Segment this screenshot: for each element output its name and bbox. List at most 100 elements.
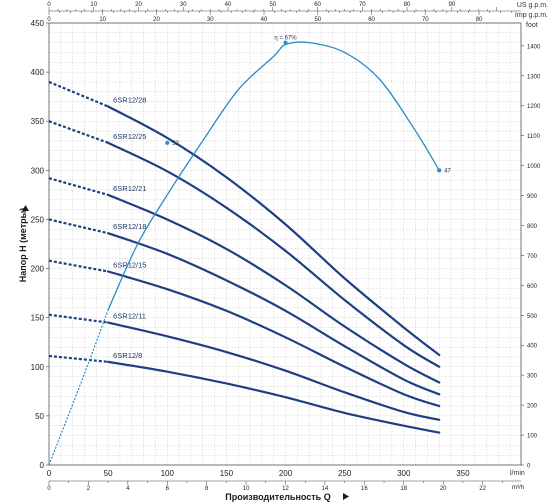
foot-tick-label: 600 bbox=[527, 284, 538, 290]
x-tick-label-lpm: 100 bbox=[161, 469, 175, 478]
pump-curve-dashed bbox=[48, 177, 109, 196]
pump-curve bbox=[107, 232, 441, 396]
x-tick-label-m3h: 22 bbox=[479, 486, 486, 492]
efficiency-layer: 52 47 η = 67% bbox=[48, 36, 452, 466]
x-tick-label-m3h: 2 bbox=[87, 486, 91, 492]
x-tick-label-usgpm: 60 bbox=[314, 2, 321, 8]
pump-curve bbox=[107, 141, 441, 368]
pump-curve-dashed bbox=[48, 354, 109, 363]
foot-tick-label: 300 bbox=[527, 374, 538, 380]
pump-curve-dashed bbox=[48, 120, 109, 144]
unit-impgpm: Imp g.p.m. bbox=[515, 12, 548, 19]
x-tick-label-lpm: 50 bbox=[104, 469, 113, 478]
x-tick-label-m3h: 8 bbox=[205, 486, 209, 492]
foot-tick-label: 200 bbox=[527, 404, 538, 410]
foot-tick-label: 100 bbox=[527, 434, 538, 440]
bottom-axes: 0 50 100 150 200 250 300 350 0 2 4 6 8 10 12 14 16 18 20 22 bbox=[47, 469, 521, 492]
efficiency-marker-label: 52 bbox=[172, 141, 179, 147]
pump-curve-label: 6SR12/15 bbox=[113, 261, 146, 270]
plot-frame bbox=[48, 22, 522, 466]
grid bbox=[49, 22, 521, 466]
x-tick-label-usgpm: 10 bbox=[90, 2, 97, 8]
x-tick-label-usgpm: 50 bbox=[269, 2, 276, 8]
pump-curve-label: 6SR12/18 bbox=[113, 222, 146, 231]
foot-tick-label: 1300 bbox=[527, 74, 541, 80]
x-tick-label-usgpm: 40 bbox=[225, 2, 232, 8]
efficiency-marker bbox=[437, 168, 442, 173]
x-tick-label-lpm: 350 bbox=[456, 469, 470, 478]
x-tick-label-m3h: 14 bbox=[322, 486, 329, 492]
x-tick-label-m3h: 16 bbox=[361, 486, 368, 492]
x-tick-label-lpm: 150 bbox=[220, 469, 234, 478]
y-tick-label: 450 bbox=[31, 19, 45, 28]
x-tick-label-impgpm: 40 bbox=[261, 17, 268, 23]
y-tick-label: 0 bbox=[40, 461, 45, 470]
x-tick-label-usgpm: 0 bbox=[47, 2, 51, 8]
x-tick-label-lpm: 250 bbox=[338, 469, 352, 478]
pump-curve bbox=[107, 270, 441, 408]
x-tick-label-usgpm: 90 bbox=[448, 2, 455, 8]
x-tick-label-impgpm: 10 bbox=[99, 17, 106, 23]
unit-usgpm: US g.p.m. bbox=[517, 2, 548, 9]
x-tick-label-impgpm: 50 bbox=[314, 17, 321, 23]
y-tick-label: 400 bbox=[31, 68, 45, 77]
pump-curve bbox=[107, 321, 441, 421]
left-axis-metres: 0 50 100 150 200 250 300 350 400 450 bbox=[31, 19, 49, 470]
efficiency-peak-label: η = 67% bbox=[274, 36, 297, 42]
x-tick-label-usgpm: 30 bbox=[180, 2, 187, 8]
pump-curve-label: 6SR12/28 bbox=[113, 95, 146, 104]
foot-tick-label: 500 bbox=[527, 314, 538, 320]
efficiency-marker bbox=[283, 40, 288, 45]
x-tick-label-impgpm: 60 bbox=[368, 17, 375, 23]
pump-curve bbox=[107, 360, 441, 434]
y-tick-label: 300 bbox=[31, 166, 45, 175]
foot-tick-label: 800 bbox=[527, 224, 538, 230]
x-axis-label: Производительность Q bbox=[225, 492, 330, 502]
efficiency-marker bbox=[165, 140, 170, 145]
x-tick-label-lpm: 0 bbox=[47, 469, 52, 478]
y-tick-label: 200 bbox=[31, 265, 45, 274]
pump-curve-label: 6SR12/25 bbox=[113, 132, 146, 141]
y-tick-label: 50 bbox=[35, 412, 44, 421]
y-axis-arrow-icon bbox=[22, 205, 29, 211]
pump-curve bbox=[107, 193, 441, 384]
x-axis-arrow-icon bbox=[343, 493, 349, 500]
efficiency-curve-dashed bbox=[48, 309, 109, 466]
unit-lpm: l/min bbox=[510, 470, 525, 477]
foot-tick-label: 1100 bbox=[527, 134, 541, 140]
foot-tick-label: 700 bbox=[527, 254, 538, 260]
foot-tick-label: 900 bbox=[527, 194, 538, 200]
foot-tick-label: 1200 bbox=[527, 104, 541, 110]
series-layer: 6SR12/28 6SR12/25 6SR12/21 6SR12/18 6SR12/15… bbox=[48, 80, 441, 434]
pump-curve-dashed bbox=[48, 80, 109, 108]
y-tick-label: 100 bbox=[31, 363, 45, 372]
x-tick-label-impgpm: 80 bbox=[476, 17, 483, 23]
x-tick-label-impgpm: 20 bbox=[153, 17, 160, 23]
foot-tick-label: 400 bbox=[527, 344, 538, 350]
top-axes: 0 10 20 30 40 50 60 70 80 90 0 10 20 30 40 50 60 70 80 bbox=[47, 2, 521, 23]
unit-foot: foot bbox=[526, 22, 538, 29]
x-tick-label-lpm: 200 bbox=[279, 469, 293, 478]
x-tick-label-impgpm: 70 bbox=[422, 17, 429, 23]
y-tick-label: 250 bbox=[31, 215, 45, 224]
x-tick-label-m3h: 4 bbox=[126, 486, 130, 492]
x-tick-label-impgpm: 0 bbox=[47, 17, 51, 23]
x-tick-label-m3h: 10 bbox=[243, 486, 250, 492]
unit-m3h: m³/h bbox=[512, 485, 524, 491]
pump-curve-label: 6SR12/21 bbox=[113, 184, 146, 193]
x-tick-label-usgpm: 70 bbox=[359, 2, 366, 8]
x-tick-label-usgpm: 80 bbox=[404, 2, 411, 8]
x-tick-label-m3h: 6 bbox=[166, 486, 170, 492]
x-tick-label-impgpm: 30 bbox=[207, 17, 214, 23]
foot-tick-label: 1400 bbox=[527, 44, 541, 50]
x-tick-label-m3h: 18 bbox=[400, 486, 407, 492]
pump-curve bbox=[107, 105, 441, 357]
foot-tick-label: 0 bbox=[527, 464, 531, 470]
x-tick-label-m3h: 20 bbox=[440, 486, 447, 492]
x-tick-label-lpm: 300 bbox=[397, 469, 411, 478]
x-tick-label-m3h: 0 bbox=[47, 486, 51, 492]
efficiency-marker-label: 47 bbox=[444, 168, 451, 174]
foot-tick-label: 1000 bbox=[527, 164, 541, 170]
x-tick-label-m3h: 12 bbox=[282, 486, 289, 492]
